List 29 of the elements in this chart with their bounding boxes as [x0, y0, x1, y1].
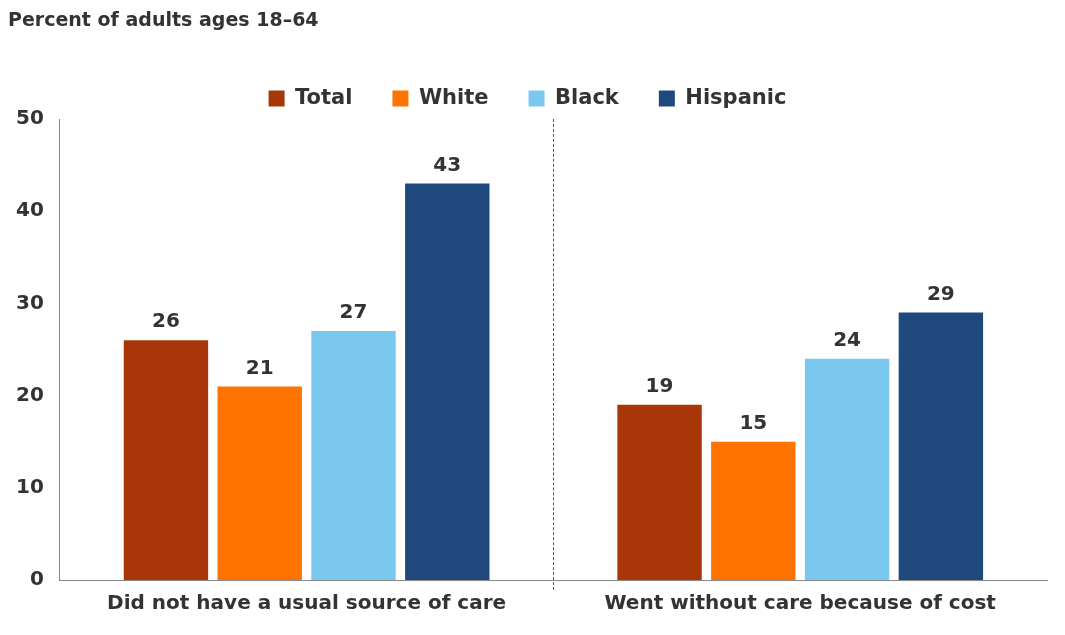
- legend-label: Black: [555, 84, 620, 109]
- y-tick-label: 0: [29, 566, 44, 591]
- data-label: 21: [245, 354, 274, 379]
- data-label: 15: [739, 409, 768, 434]
- bar: [898, 312, 984, 580]
- x-tick-label: Did not have a usual source of care: [107, 590, 507, 615]
- bar: [123, 340, 209, 580]
- bar: [711, 441, 796, 580]
- x-tick-label: Went without care because of cost: [604, 590, 997, 615]
- y-tick-label: 20: [15, 381, 44, 406]
- bar: [617, 404, 702, 580]
- data-label: 24: [833, 326, 862, 351]
- bar: [217, 386, 302, 580]
- y-tick-label: 10: [15, 474, 44, 498]
- bar: [804, 358, 890, 580]
- data-label: 27: [339, 299, 368, 324]
- data-label: 19: [645, 373, 674, 398]
- data-label: 26: [152, 308, 180, 333]
- y-tick-label: 50: [15, 105, 44, 130]
- legend-label: Hispanic: [685, 84, 787, 109]
- data-label: 29: [926, 280, 955, 305]
- legend-label: Total: [295, 84, 353, 109]
- legend-label: White: [418, 84, 489, 109]
- y-tick-label: 40: [15, 197, 44, 222]
- bar: [405, 183, 490, 580]
- bar: [311, 331, 396, 580]
- data-label: 43: [433, 151, 462, 176]
- y-axis-title: Percent of adults ages 18–64: [8, 8, 320, 32]
- y-tick-label: 30: [15, 289, 44, 314]
